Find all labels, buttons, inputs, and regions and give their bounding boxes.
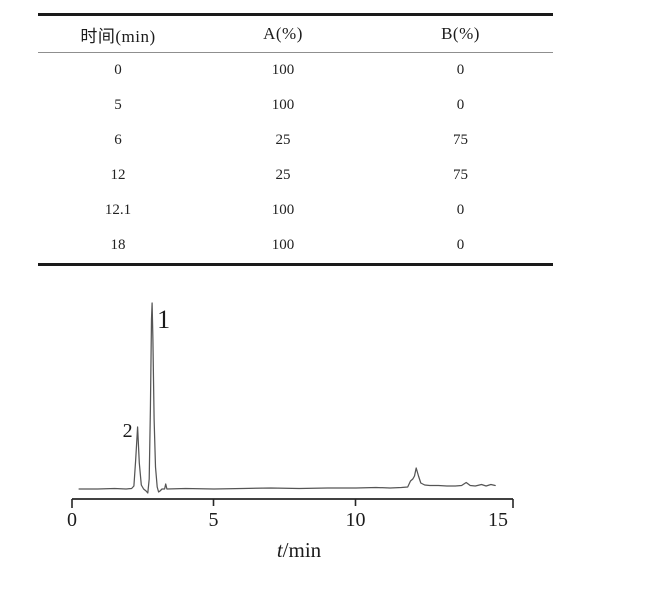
column-header-a-pct: A(%)	[198, 14, 368, 53]
table-cell: 0	[456, 97, 465, 113]
table-cell: 75	[453, 167, 468, 183]
x-tick-label-15: 15	[488, 509, 508, 531]
x-axis-ticks	[71, 499, 514, 508]
table-cell: 100	[271, 62, 295, 78]
table-cell: 18	[110, 237, 126, 253]
table-cell: 25	[275, 167, 291, 183]
table-row: 6 25 75	[38, 123, 553, 158]
table-row: 12 25 75	[38, 158, 553, 193]
table-header-row: 时间(min) A(%) B(%)	[38, 14, 553, 53]
x-axis-tick-labels: 0 5 10 15	[67, 509, 508, 531]
table-cell: 5	[114, 97, 122, 113]
x-tick-label-5: 5	[209, 509, 219, 531]
table-cell: 12.1	[104, 202, 132, 218]
x-axis-title: t/min	[277, 538, 322, 562]
table-cell: 100	[271, 237, 295, 253]
table-row: 12.1 100 0	[38, 193, 553, 228]
table-cell: 0	[456, 237, 465, 253]
table-cell: 100	[271, 97, 295, 113]
x-tick-label-0: 0	[67, 509, 77, 531]
table-cell: 0	[456, 62, 465, 78]
x-tick-label-10: 10	[346, 509, 366, 531]
table-cell: 6	[114, 132, 122, 148]
column-header-b-pct: B(%)	[368, 14, 553, 53]
gradient-table-grid: 时间(min) A(%) B(%) 0 100 0 5 100 0 6 25 75 12 25 75 1…	[38, 13, 553, 266]
table-cell: 100	[271, 202, 295, 218]
table-cell: 75	[453, 132, 468, 148]
table-cell: 0	[114, 62, 122, 78]
gradient-table: 时间(min) A(%) B(%) 0 100 0 5 100 0 6 25 75 12 25 75 1…	[38, 13, 553, 266]
table-row: 5 100 0	[38, 88, 553, 123]
table-cell: 12	[110, 167, 126, 183]
table-cell: 25	[275, 132, 291, 148]
peak-label-1: 1	[157, 305, 170, 334]
chromatogram-trace	[78, 302, 496, 494]
table-row: 18 100 0	[38, 228, 553, 265]
peak-label-2: 2	[123, 420, 133, 442]
table-cell: 0	[456, 202, 465, 218]
table-row: 0 100 0	[38, 53, 553, 89]
column-header-time: 时间(min)	[38, 14, 198, 53]
